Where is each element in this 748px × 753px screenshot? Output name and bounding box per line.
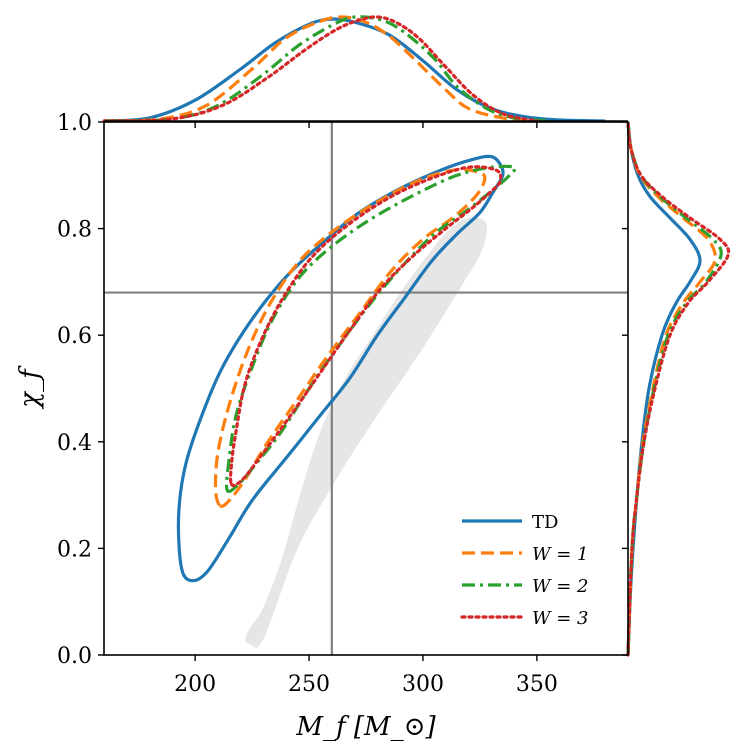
y-tick-label: 0.4 (57, 431, 92, 456)
shaded-region (245, 217, 488, 648)
y-tick-label: 0.6 (57, 324, 92, 349)
shaded-region-layer (245, 217, 488, 648)
legend-label-w-3: W = 3 (532, 608, 588, 629)
axes-layer: 200 250 300 350 0.0 0.2 0.4 0.6 0.8 1.0 M_f [M_⊙] χ… (15, 111, 629, 742)
marginal-y-w-3 (626, 120, 731, 657)
marginal-x-w-1 (103, 15, 538, 123)
reference-lines (104, 122, 628, 655)
contour-w-3 (228, 165, 503, 488)
y-tick-label: 1.0 (57, 111, 92, 136)
legend: TD W = 1 W = 2 W = 3 (460, 512, 588, 629)
x-axis-label: M_f [M_⊙] (295, 712, 436, 742)
contour-td (176, 154, 505, 583)
marginal-y-w-1 (626, 121, 717, 656)
y-tick-label: 0.8 (57, 218, 92, 243)
x-tick-label: 250 (288, 672, 330, 697)
x-tick-label: 350 (516, 672, 558, 697)
marginal-y-layer (626, 120, 731, 657)
contour-w-1 (213, 167, 487, 508)
y-tick-label: 0.0 (57, 644, 92, 669)
contour-w-2 (224, 164, 517, 494)
y-axis-label: χ_f (15, 365, 45, 410)
marginal-x-td (103, 17, 606, 123)
marginal-y-w-2 (626, 121, 723, 656)
y-tick-label: 0.2 (57, 537, 92, 562)
plot-frame (103, 121, 629, 656)
legend-label-w-2: W = 2 (532, 576, 588, 597)
marginal-x-w-3 (102, 15, 539, 123)
marginal-x-layer (102, 15, 606, 123)
legend-label-td: TD (532, 512, 558, 533)
x-tick-label: 300 (402, 672, 444, 697)
legend-label-w-1: W = 1 (532, 544, 588, 565)
x-tick-label: 200 (174, 672, 216, 697)
contour-layer (176, 154, 517, 583)
